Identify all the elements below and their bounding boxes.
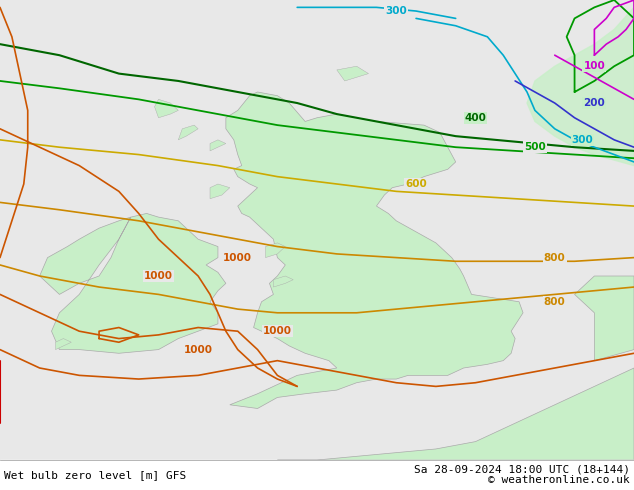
Polygon shape [226,92,523,409]
Text: 100: 100 [583,61,605,71]
Text: 1000: 1000 [144,271,173,281]
Text: 500: 500 [524,142,546,152]
Bar [0,460,634,490]
Polygon shape [527,0,634,166]
Text: 800: 800 [544,253,566,263]
Polygon shape [178,125,198,140]
Text: Wet bulb zero level [m] GFS: Wet bulb zero level [m] GFS [4,470,186,480]
Polygon shape [155,99,178,118]
Text: 600: 600 [405,179,427,189]
Polygon shape [278,368,634,460]
Text: 800: 800 [544,297,566,307]
Text: © weatheronline.co.uk: © weatheronline.co.uk [488,475,630,485]
Text: 1000: 1000 [184,344,212,355]
Polygon shape [210,140,226,151]
Polygon shape [273,276,293,287]
Text: 300: 300 [572,135,593,145]
Polygon shape [574,276,634,361]
Polygon shape [56,339,72,349]
Text: 400: 400 [465,113,486,123]
Polygon shape [337,66,368,81]
Text: 300: 300 [385,6,407,16]
Text: 1000: 1000 [223,253,252,263]
Polygon shape [266,243,285,258]
Text: 1000: 1000 [263,326,292,336]
Polygon shape [39,214,226,353]
Text: Sa 28-09-2024 18:00 UTC (18+144): Sa 28-09-2024 18:00 UTC (18+144) [414,465,630,475]
Text: 200: 200 [583,98,605,108]
Polygon shape [210,184,230,199]
